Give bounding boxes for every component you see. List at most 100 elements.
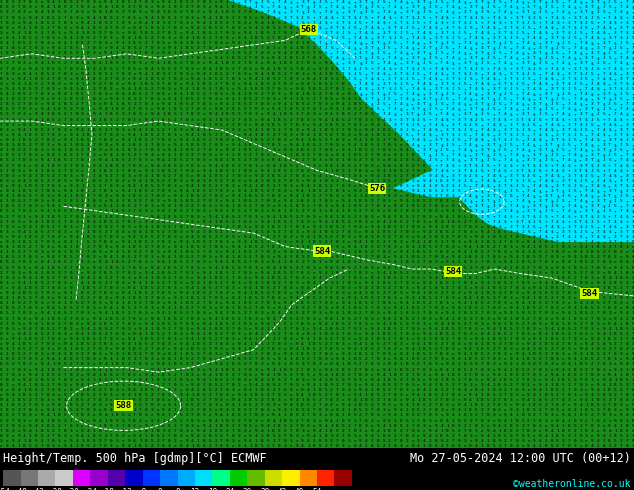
Text: +: + <box>463 189 466 193</box>
Text: 0: 0 <box>394 189 396 193</box>
Text: ε: ε <box>127 26 130 30</box>
Text: 9: 9 <box>371 327 373 331</box>
Text: 1: 1 <box>434 281 437 285</box>
Text: 1: 1 <box>29 128 32 132</box>
Text: 7: 7 <box>179 220 182 223</box>
Text: +: + <box>597 41 599 45</box>
Text: 1: 1 <box>301 245 304 249</box>
Text: 4: 4 <box>591 393 593 397</box>
Text: T: T <box>359 5 362 9</box>
Text: 7: 7 <box>157 240 159 244</box>
Text: +: + <box>493 164 495 168</box>
Text: 7: 7 <box>388 393 391 397</box>
Text: 0: 0 <box>261 102 263 106</box>
Text: 4: 4 <box>318 276 321 280</box>
Text: 1: 1 <box>458 261 460 265</box>
Text: 4: 4 <box>521 301 524 305</box>
Text: 5: 5 <box>29 240 32 244</box>
Text: 7: 7 <box>498 347 501 351</box>
Bar <box>108 470 126 486</box>
Text: 4: 4 <box>440 169 443 172</box>
Text: 8: 8 <box>203 31 205 35</box>
Text: 4: 4 <box>347 46 350 50</box>
Text: 1: 1 <box>347 306 350 310</box>
Text: 2: 2 <box>179 317 182 320</box>
Text: 5: 5 <box>307 403 309 407</box>
Text: 9: 9 <box>179 342 182 346</box>
Text: 9: 9 <box>122 291 124 295</box>
Text: 9: 9 <box>295 393 298 397</box>
Text: 5: 5 <box>440 0 443 4</box>
Text: ε: ε <box>475 434 477 438</box>
Text: 4: 4 <box>261 21 263 24</box>
Text: ε: ε <box>63 82 67 86</box>
Text: ε: ε <box>203 266 205 270</box>
Text: 0: 0 <box>266 46 269 50</box>
Text: 2: 2 <box>139 250 141 254</box>
Text: 8: 8 <box>342 368 344 371</box>
Text: 0: 0 <box>463 383 466 387</box>
Text: 5: 5 <box>243 306 246 310</box>
Text: 1: 1 <box>52 5 55 9</box>
Text: 2: 2 <box>70 261 72 265</box>
Text: $: $ <box>539 5 541 9</box>
Text: 1: 1 <box>278 418 281 422</box>
Text: 1: 1 <box>6 250 8 254</box>
Text: 4: 4 <box>249 184 252 188</box>
Text: 4: 4 <box>168 153 171 157</box>
Text: +: + <box>475 46 477 50</box>
Text: 0: 0 <box>35 301 37 305</box>
Text: 2: 2 <box>614 444 617 448</box>
Text: 2: 2 <box>6 61 8 66</box>
Text: 9: 9 <box>231 41 235 45</box>
Text: 9: 9 <box>527 240 530 244</box>
Text: 0: 0 <box>429 363 431 367</box>
Text: 3: 3 <box>58 337 60 341</box>
Text: 5: 5 <box>266 0 269 4</box>
Text: 3: 3 <box>377 261 379 265</box>
Text: 4: 4 <box>475 189 477 193</box>
Text: 3: 3 <box>388 403 391 407</box>
Text: 5: 5 <box>493 209 495 214</box>
Text: 5: 5 <box>423 301 425 305</box>
Text: 8: 8 <box>266 179 269 183</box>
Text: $: $ <box>377 26 379 30</box>
Text: 3: 3 <box>423 148 425 152</box>
Text: 2: 2 <box>133 408 136 413</box>
Text: 7: 7 <box>475 215 477 219</box>
Text: ε: ε <box>295 235 298 239</box>
Text: 7: 7 <box>35 194 37 198</box>
Text: ε: ε <box>243 383 246 387</box>
Text: 5: 5 <box>365 199 368 203</box>
Text: 4: 4 <box>515 357 518 362</box>
Text: 9: 9 <box>359 286 362 290</box>
Text: ε: ε <box>81 270 84 274</box>
Text: 9: 9 <box>226 352 228 356</box>
Text: 5: 5 <box>325 286 327 290</box>
Text: 9: 9 <box>539 332 541 336</box>
Text: 2: 2 <box>458 327 460 331</box>
Text: 9: 9 <box>58 92 60 96</box>
Text: 0: 0 <box>510 240 512 244</box>
Text: 3: 3 <box>87 414 89 417</box>
Text: 4: 4 <box>261 378 263 382</box>
Text: 1: 1 <box>266 72 269 75</box>
Text: 3: 3 <box>52 138 55 142</box>
Text: $: $ <box>550 128 553 132</box>
Text: 7: 7 <box>104 184 107 188</box>
Text: ε: ε <box>238 133 240 137</box>
Text: ε: ε <box>238 184 240 188</box>
Text: 8: 8 <box>145 337 148 341</box>
Text: 2: 2 <box>58 270 60 274</box>
Text: ε: ε <box>145 164 148 168</box>
Text: 9: 9 <box>429 429 431 433</box>
Text: 5: 5 <box>545 347 547 351</box>
Text: 0: 0 <box>493 408 495 413</box>
Text: J: J <box>440 46 443 50</box>
Text: 8: 8 <box>23 138 26 142</box>
Text: 3: 3 <box>486 194 489 198</box>
Text: 2: 2 <box>75 255 78 259</box>
Text: ε: ε <box>574 245 576 249</box>
Text: J: J <box>452 36 455 40</box>
Text: 8: 8 <box>185 97 188 101</box>
